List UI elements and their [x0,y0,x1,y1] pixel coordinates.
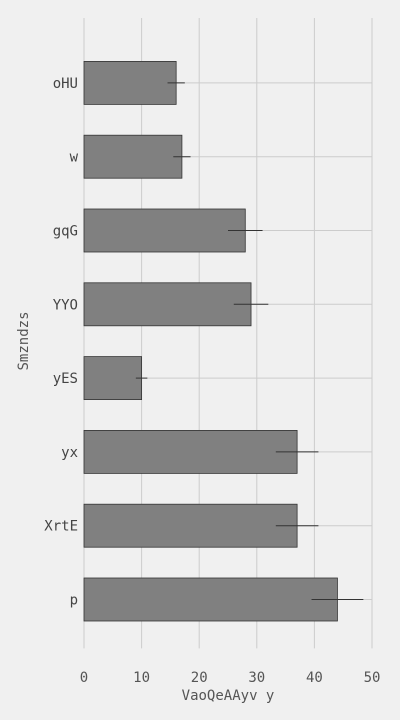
category-label-yx: yx [61,445,78,461]
y-axis-label: Smzndzs [16,311,32,370]
x-tick-label-2: 20 [191,670,208,686]
category-label-gqG: gqG [53,224,78,240]
x-axis-label: VaoQeAAyv y [182,688,275,704]
bar-p [83,577,338,622]
x-tick-label-3: 30 [248,670,265,686]
bar-YYO [83,282,252,327]
bars [83,61,338,622]
grid-lines [83,18,373,649]
bar-yx [83,429,298,474]
error-bars [135,82,364,600]
x-tick-label-5: 50 [364,670,381,686]
category-label-oHU: oHU [53,76,78,92]
category-label-YYO: YYO [53,297,78,313]
x-tick-label-0: 0 [80,670,88,686]
category-label-XrtE: XrtE [44,519,78,535]
category-label-yES: yES [53,371,78,387]
category-label-w: w [70,150,79,166]
category-labels: oHU w gqG YYO yES yx XrtE p [44,76,78,609]
x-tick-label-4: 40 [306,670,323,686]
bar-XrtE [83,503,298,548]
bar-gqG [83,208,246,253]
x-tick-label-1: 10 [133,670,150,686]
bar-w [83,134,183,179]
bar-oHU [83,61,177,105]
category-label-p: p [70,593,78,609]
bar-yES [83,356,142,401]
x-tick-labels: 0 10 20 30 40 50 [80,670,381,686]
